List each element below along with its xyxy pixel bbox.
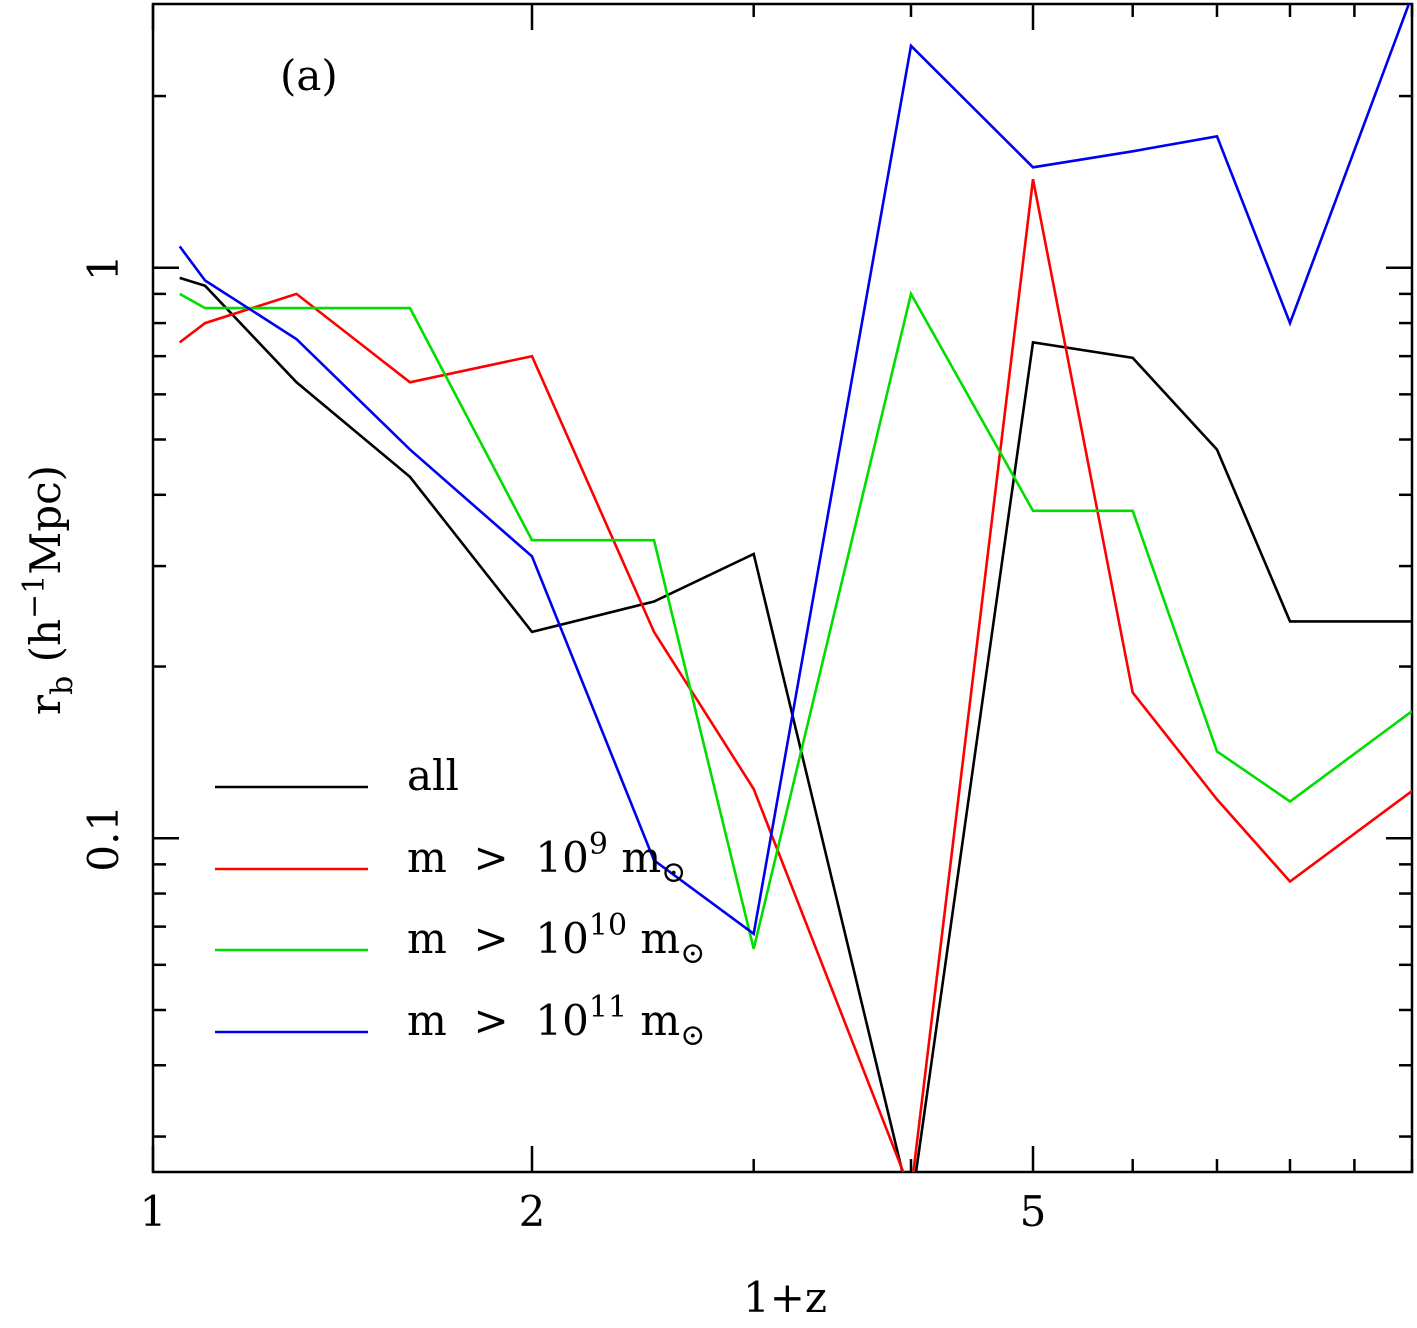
legend-label-1e11: m > 1011 m⊙ [407, 990, 705, 1053]
legend-label-1e9: m > 109 m⊙ [407, 827, 686, 890]
legend-label-1e11-tail: m [627, 996, 680, 1045]
legend-label-1e10-sub: ⊙ [680, 936, 705, 971]
panel-label: (a) [280, 51, 338, 100]
legend-entry-1e11: m > 1011 m⊙ [215, 990, 705, 1053]
legend-label-1e11-exp: 11 [589, 990, 627, 1025]
legend-label-all: all [407, 751, 459, 800]
legend-entry-all: all [215, 751, 459, 800]
legend-label-1e11-base: m > 10 [407, 996, 589, 1045]
x-tick-label: 2 [519, 1187, 546, 1236]
legend-label-1e10-base: m > 10 [407, 914, 589, 963]
y-tick-label: 1 [79, 254, 128, 281]
y-axis-label-open: (h [21, 619, 70, 676]
legend-label-1e9-exp: 9 [589, 827, 608, 862]
series-line-2 [179, 290, 1412, 950]
legend-label-1e10-exp: 10 [589, 908, 627, 943]
x-tick-label: 5 [1020, 1187, 1047, 1236]
plot-frame [151, 2, 1414, 1174]
y-axis-label: rb (h−1Mpc) [17, 465, 80, 715]
y-axis-label-symbol: r [21, 694, 70, 715]
y-axis-label-subscript: b [45, 676, 80, 695]
legend-label-1e9-base: m > 10 [407, 833, 589, 882]
legend-label-1e11-sub: ⊙ [680, 1018, 705, 1053]
axis-ticks: 1 2 5 0.1 1 [79, 4, 1414, 1236]
legend-label-1e10: m > 1010 m⊙ [407, 908, 705, 971]
y-axis-label-superscript: −1 [17, 575, 52, 619]
series-group [178, 4, 1412, 1172]
series-line-3 [178, 4, 1411, 937]
legend-entry-1e10: m > 1010 m⊙ [215, 908, 705, 971]
legend: all m > 109 m⊙ m > 1010 m⊙ m > 1011 m⊙ [215, 751, 705, 1053]
legend-entry-1e9: m > 109 m⊙ [215, 827, 686, 890]
series-line-1 [178, 178, 1412, 1172]
legend-label-1e9-sub: ⊙ [661, 855, 686, 890]
legend-label-1e9-tail: m [608, 833, 661, 882]
x-tick-label: 1 [140, 1187, 167, 1236]
y-axis-label-close: Mpc) [21, 465, 70, 575]
x-axis-label: 1+z [743, 1273, 827, 1322]
legend-label-1e10-tail: m [627, 914, 680, 963]
series-line-0 [179, 276, 1412, 1172]
y-tick-label: 0.1 [79, 805, 128, 872]
